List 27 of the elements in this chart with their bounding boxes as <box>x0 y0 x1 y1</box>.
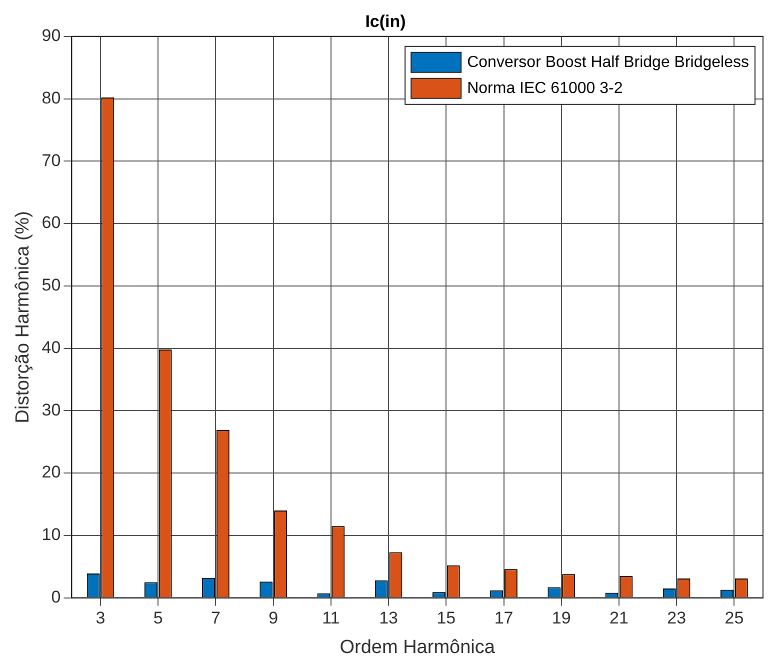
y-axis-title: Distorção Harmônica (%) <box>12 210 34 424</box>
x-axis-title: Ordem Harmônica <box>340 636 496 658</box>
y-tick-label: 70 <box>42 150 61 170</box>
y-tick-label: 0 <box>51 587 61 606</box>
x-tick-label: 23 <box>667 608 686 628</box>
x-tick-label: 9 <box>268 608 278 628</box>
x-tick-label: 11 <box>322 608 340 628</box>
y-tick-label: 50 <box>42 276 61 295</box>
x-tick-label: 15 <box>436 608 456 628</box>
x-tick-label: 19 <box>552 608 571 628</box>
legend-label: Norma IEC 61000 3-2 <box>467 80 623 97</box>
legend-label: Conversor Boost Half Bridge Bridgeless <box>467 54 749 71</box>
y-tick-label: 30 <box>42 400 61 420</box>
y-tick-label: 20 <box>42 462 61 482</box>
y-tick-label: 90 <box>42 26 61 46</box>
y-tick-label: 40 <box>42 338 61 357</box>
chart-title: Ic(in) <box>365 12 406 31</box>
y-tick-label: 60 <box>42 213 61 232</box>
x-tick-label: 7 <box>210 608 220 628</box>
x-tick-label: 17 <box>494 608 514 628</box>
x-tick-label: 13 <box>379 608 398 628</box>
x-tick-label: 5 <box>153 608 163 628</box>
x-tick-label: 3 <box>96 608 106 628</box>
x-tick-label: 21 <box>610 608 628 628</box>
x-tick-label: 25 <box>724 608 744 628</box>
y-tick-label: 10 <box>42 525 61 544</box>
y-tick-label: 80 <box>42 88 61 108</box>
